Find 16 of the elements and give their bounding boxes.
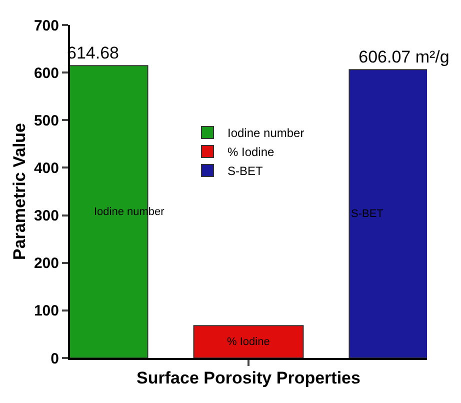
legend-label: % Iodine <box>228 145 275 160</box>
legend-label: Iodine number <box>228 126 304 140</box>
legend-label: S-BET <box>228 164 264 178</box>
y-axis-title: Parametric Value <box>10 122 29 260</box>
y-tick-label: 600 <box>34 64 59 82</box>
y-tick-label: 0 <box>50 350 59 368</box>
annotation: S-BET <box>351 208 384 220</box>
y-tick-label: 100 <box>34 302 59 320</box>
y-tick-label: 700 <box>34 17 59 34</box>
y-tick-label: 200 <box>34 255 59 272</box>
y-tick-label: 500 <box>34 112 59 130</box>
annotation: % Iodine <box>227 336 270 348</box>
y-tick-label: 400 <box>34 160 59 177</box>
x-axis-title: Surface Porosity Properties <box>136 368 360 388</box>
y-tick-label: 300 <box>34 208 59 225</box>
data-label: 606.07 m²/g <box>358 48 450 67</box>
